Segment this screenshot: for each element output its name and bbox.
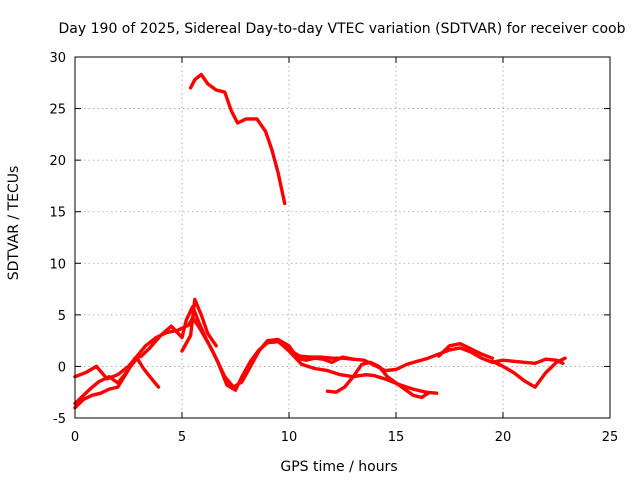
y-tick-label: 10 — [49, 257, 66, 272]
x-tick-label: 20 — [495, 430, 512, 445]
y-axis-label: SDTVAR / TECUs — [6, 166, 22, 281]
y-tick-label: 15 — [49, 206, 66, 221]
x-tick-label: 0 — [71, 430, 79, 445]
x-tick-label: 10 — [281, 430, 298, 445]
y-tick-label: 20 — [49, 154, 66, 169]
series-line-arc-c — [73, 356, 161, 410]
axis-ticks: 0 5 10 15 20 25 -5 0 5 10 15 20 25 30 — [49, 51, 618, 445]
grid — [75, 57, 610, 418]
x-tick-label: 15 — [388, 430, 405, 445]
y-tick-label: -5 — [53, 412, 66, 427]
x-tick-label: 5 — [178, 430, 186, 445]
x-tick-label: 25 — [602, 430, 619, 445]
series-line-arc-d — [180, 297, 218, 353]
series-layer — [73, 72, 567, 410]
chart-title: Day 190 of 2025, Sidereal Day-to-day VTE… — [59, 21, 626, 37]
series-line-high-arc — [188, 72, 287, 206]
x-axis-label: GPS time / hours — [280, 459, 397, 475]
series-line-arc-e — [274, 337, 439, 395]
series-line-arc-f — [325, 360, 430, 400]
series-line-arc-h — [437, 342, 494, 360]
series-line-arc-a — [73, 316, 565, 392]
series-line-arc-g — [490, 356, 567, 389]
y-tick-label: 0 — [58, 360, 66, 375]
y-tick-label: 25 — [49, 103, 66, 118]
y-tick-label: 5 — [58, 309, 66, 324]
plot-frame — [74, 56, 611, 419]
y-tick-label: 30 — [49, 51, 66, 66]
